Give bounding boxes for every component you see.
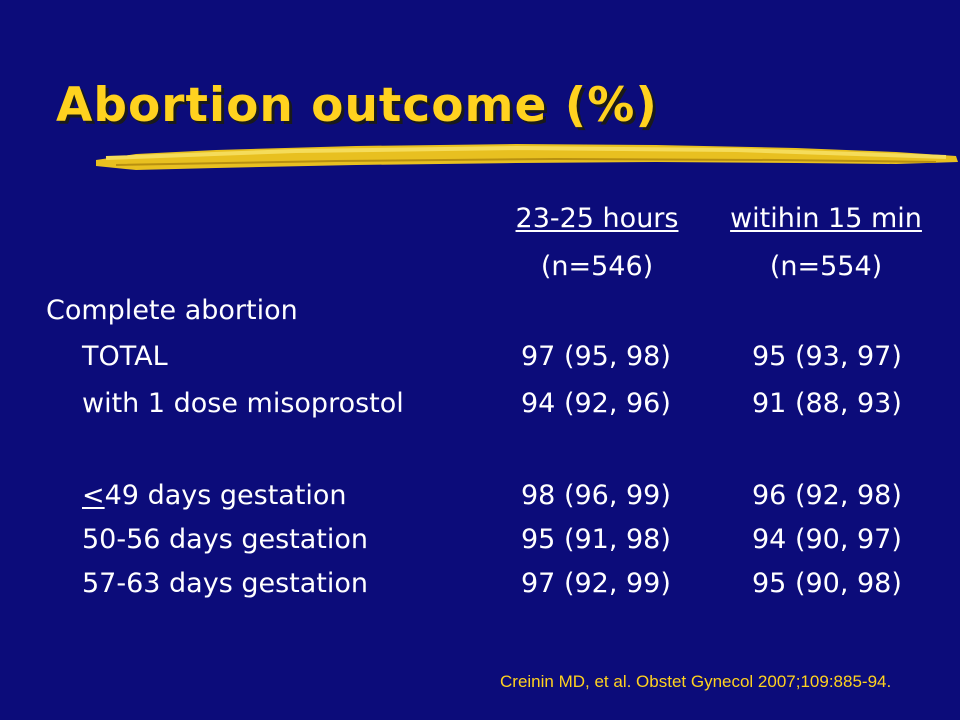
column-n-1: (n=546)	[540, 251, 654, 282]
column-n-2: (n=554)	[769, 251, 883, 282]
row-label-total: TOTAL	[82, 341, 168, 372]
row-value-one-dose-col2: 91 (88, 93)	[752, 388, 902, 419]
column-header-1: 23-25 hours	[515, 203, 679, 234]
row-value-under-49-col1: 98 (96, 99)	[521, 480, 671, 511]
row-label-50-56-days: 50-56 days gestation	[82, 524, 369, 555]
row-value-50-56-col1: 95 (91, 98)	[521, 524, 671, 555]
column-header-2: witihin 15 min	[730, 203, 922, 234]
less-than-or-equal-symbol: <	[82, 480, 105, 511]
section-label: Complete abortion	[46, 295, 298, 326]
row-label-57-63-days: 57-63 days gestation	[82, 568, 369, 599]
row-value-total-col1: 97 (95, 98)	[521, 341, 671, 372]
row-label-under-49-days-text: 49 days gestation	[104, 480, 347, 511]
row-value-under-49-col2: 96 (92, 98)	[752, 480, 902, 511]
row-label-under-49-days: <49 days gestation	[82, 482, 347, 509]
slide-title: Abortion outcome (%)	[56, 78, 658, 133]
row-value-total-col2: 95 (93, 97)	[752, 341, 902, 372]
decorative-brush-stroke	[96, 144, 958, 170]
row-value-one-dose-col1: 94 (92, 96)	[521, 388, 671, 419]
row-value-57-63-col2: 95 (90, 98)	[752, 568, 902, 599]
row-value-57-63-col1: 97 (92, 99)	[521, 568, 671, 599]
citation: Creinin MD, et al. Obstet Gynecol 2007;1…	[500, 672, 892, 691]
row-label-one-dose: with 1 dose misoprostol	[82, 388, 404, 419]
row-value-50-56-col2: 94 (90, 97)	[752, 524, 902, 555]
